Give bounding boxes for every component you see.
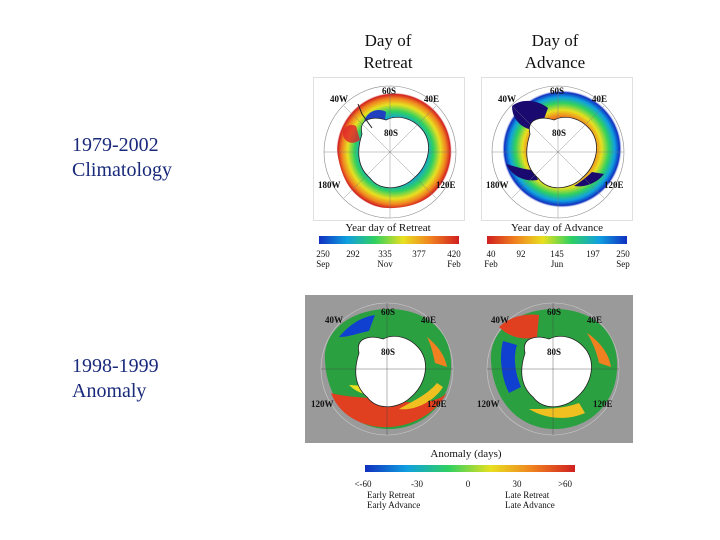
label-60s: 60S (381, 307, 396, 317)
anomaly-tick: <-60 (354, 479, 372, 489)
early-legend: Early Retreat Early Advance (367, 490, 420, 510)
retreat-colorbar-block: Year day of Retreat 250 Sep 292 335 Nov 37… (313, 222, 463, 272)
label-80s: 80S (547, 347, 562, 357)
climatology-row-label: 1979-2002 Climatology (72, 133, 172, 183)
label-180w: 180W (318, 180, 341, 190)
retreat-colorbar-ticks: 250 Sep 292 335 Nov 377 420 Feb (313, 249, 463, 273)
advance-colorbar-block: Year day of Advance 40 Feb 92 145 Jun 197 … (481, 222, 633, 272)
retreat-column-title: Day of Retreat (338, 30, 438, 74)
retreat-tick: 420 Feb (447, 249, 461, 269)
climatology-advance-map-graphic (491, 85, 625, 219)
label-40w: 40W (491, 315, 509, 325)
advance-tick: 250 Sep (616, 249, 630, 269)
retreat-tick: 250 Sep (316, 249, 330, 269)
climatology-label-line1: 1979-2002 (72, 134, 159, 156)
label-40w: 40W (498, 94, 516, 104)
advance-title-line1: Day of (531, 31, 579, 50)
climatology-retreat-map: 40W 40E 60S 80S 180W 120E (313, 77, 465, 221)
advance-tick: 40 Feb (484, 249, 498, 269)
label-120e: 120E (427, 399, 447, 409)
label-120e: 120E (593, 399, 613, 409)
anomaly-colorbar-title: Anomaly (days) (430, 448, 502, 460)
climatology-label-line2: Climatology (72, 159, 172, 181)
anomaly-tick: >60 (557, 479, 573, 489)
anomaly-advance-map (486, 302, 620, 436)
label-40e: 40E (592, 94, 608, 104)
anomaly-label-line1: 1998-1999 (72, 355, 159, 377)
anomaly-tick: 0 (465, 479, 471, 489)
early-retreat-label: Early Retreat (367, 490, 415, 500)
label-180w: 180W (486, 180, 509, 190)
label-60s: 60S (547, 307, 562, 317)
label-60s: 60S (382, 86, 397, 96)
label-80s: 80S (384, 128, 399, 138)
late-advance-label: Late Advance (505, 500, 555, 510)
climatology-advance-map: 40W 40E 60S 80S 180W 120E (481, 77, 633, 221)
advance-colorbar-title: Year day of Advance (510, 222, 604, 234)
label-80s: 80S (381, 347, 396, 357)
retreat-tick: 335 Nov (377, 249, 393, 269)
advance-tick: 92 (516, 249, 526, 259)
anomaly-tick: -30 (411, 479, 423, 489)
label-40w: 40W (325, 315, 343, 325)
retreat-title-line2: Retreat (363, 53, 413, 72)
anomaly-tick: 30 (512, 479, 522, 489)
climatology-retreat-map-graphic (323, 85, 457, 219)
advance-colorbar-ticks: 40 Feb 92 145 Jun 197 250 Sep (481, 249, 633, 273)
retreat-title-line1: Day of (364, 31, 412, 50)
advance-column-title: Day of Advance (505, 30, 605, 74)
label-120w: 120W (477, 399, 500, 409)
late-legend: Late Retreat Late Advance (505, 490, 555, 510)
anomaly-legend-block: Anomaly (days) <-60 -30 0 30 >60 Early R… (305, 443, 633, 513)
retreat-tick: 377 (412, 249, 426, 259)
advance-colorbar (487, 236, 627, 244)
retreat-colorbar (319, 236, 459, 244)
anomaly-row-label: 1998-1999 Anomaly (72, 354, 159, 404)
label-120w: 120W (311, 399, 334, 409)
anomaly-colorbar (365, 465, 575, 472)
label-40w: 40W (330, 94, 348, 104)
advance-title-line2: Advance (524, 53, 586, 72)
label-80s: 80S (552, 128, 567, 138)
label-40e: 40E (587, 315, 603, 325)
retreat-tick: 292 (346, 249, 360, 259)
advance-tick: 145 Jun (550, 249, 564, 269)
label-40e: 40E (421, 315, 437, 325)
retreat-colorbar-title: Year day of Retreat (345, 222, 431, 234)
label-120e: 120E (436, 180, 456, 190)
advance-tick: 197 (586, 249, 600, 259)
early-advance-label: Early Advance (367, 500, 421, 510)
label-40e: 40E (424, 94, 440, 104)
anomaly-retreat-map (320, 302, 454, 436)
late-retreat-label: Late Retreat (505, 490, 550, 500)
anomaly-maps-panel: 40W 40E 60S 80S 120W 120E 40W 40E 60S 80… (305, 295, 633, 443)
label-120e: 120E (604, 180, 624, 190)
anomaly-label-line2: Anomaly (72, 380, 147, 402)
label-60s: 60S (550, 86, 565, 96)
